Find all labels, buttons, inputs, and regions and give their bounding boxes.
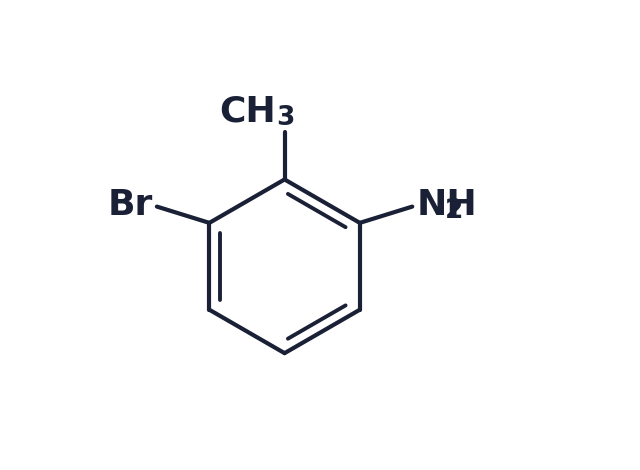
Text: Br: Br [107,188,152,222]
Text: NH: NH [417,188,477,222]
Text: CH: CH [219,94,276,128]
Text: 3: 3 [276,105,294,131]
Text: 2: 2 [445,198,463,224]
